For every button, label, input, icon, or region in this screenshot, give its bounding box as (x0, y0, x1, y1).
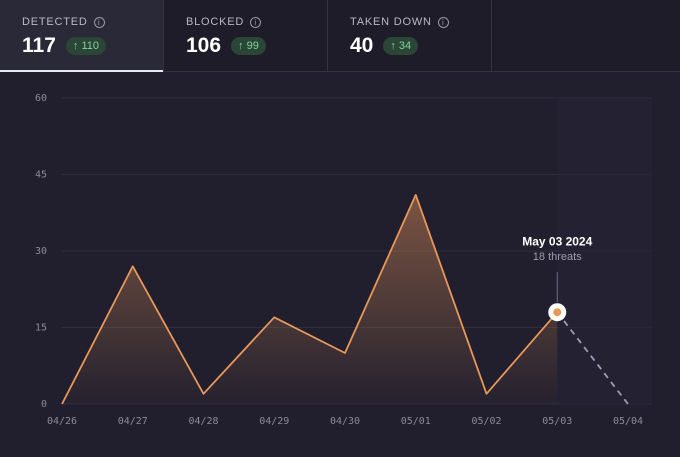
x-tick-label: 05/01 (401, 416, 431, 427)
x-tick-label: 05/02 (471, 416, 501, 427)
up-arrow: ↑ (72, 40, 82, 52)
delta-value: 34 (398, 40, 412, 52)
delta-value: 110 (81, 40, 99, 52)
stat-value-row: 106 ↑ 99 (186, 34, 327, 58)
delta-badge: ↑ 110 (65, 37, 106, 55)
delta-badge: ↑ 34 (383, 37, 419, 55)
stat-label: TAKEN DOWN (350, 16, 432, 28)
x-tick-label: 04/29 (259, 416, 289, 427)
y-tick-label: 15 (35, 323, 47, 334)
projected-line (556, 311, 629, 405)
stat-label-row: DETECTED i (22, 16, 163, 28)
y-tick-label: 30 (35, 246, 47, 257)
stat-label-row: BLOCKED i (186, 16, 327, 28)
stat-tab[interactable]: DETECTED i 117 ↑ 110 (0, 0, 164, 72)
tooltip-subtitle: 18 threats (533, 251, 582, 263)
delta-badge: ↑ 99 (231, 37, 266, 55)
x-tick-label: 04/27 (118, 416, 148, 427)
y-tick-label: 60 (35, 93, 47, 104)
stat-label-row: TAKEN DOWN i (350, 16, 491, 28)
x-tick-label: 05/03 (542, 416, 572, 427)
stat-value: 117 (22, 34, 56, 57)
x-tick-label: 05/04 (613, 416, 643, 427)
info-icon: i (437, 16, 449, 28)
stat-value-row: 40 ↑ 34 (350, 34, 491, 58)
line (61, 193, 558, 405)
x-tick-label: 04/26 (47, 416, 77, 427)
x-tick-label: 04/28 (188, 416, 218, 427)
up-arrow: ↑ (390, 40, 399, 52)
stat-tabs: DETECTED i 117 ↑ 110 BLOCKED i 106 ↑ 99 TAKEN DO… (0, 0, 680, 72)
info-icon: i (250, 16, 262, 28)
stat-tab[interactable]: BLOCKED i 106 ↑ 99 (164, 0, 328, 71)
stat-value: 40 (350, 34, 374, 57)
area (62, 194, 558, 404)
empty-tab (492, 0, 680, 71)
tooltip-title: May 03 2024 (522, 234, 592, 248)
delta-value: 99 (246, 40, 259, 52)
stat-value: 106 (186, 34, 222, 57)
y-tick-label: 45 (35, 170, 47, 181)
stat-value-row: 117 ↑ 110 (22, 34, 163, 58)
future-shade (557, 98, 652, 404)
x-tick-label: 04/30 (330, 416, 360, 427)
stat-label: DETECTED (22, 16, 88, 28)
info-icon: i (93, 16, 105, 28)
highlight-core (553, 308, 562, 317)
stat-tab[interactable]: TAKEN DOWN i 40 ↑ 34 (328, 0, 492, 71)
up-arrow: ↑ (238, 40, 247, 52)
y-tick-label: 0 (41, 399, 47, 410)
stat-label: BLOCKED (186, 16, 245, 28)
